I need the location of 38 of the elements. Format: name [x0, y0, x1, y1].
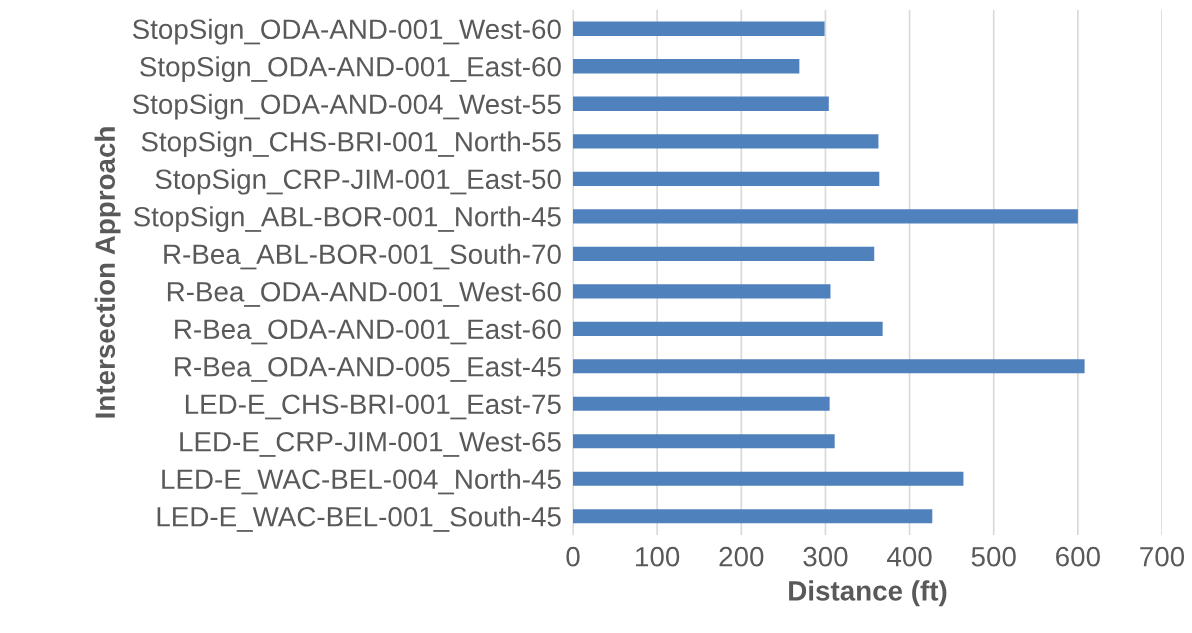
bar: [573, 171, 880, 186]
x-tick-label: 0: [566, 546, 580, 567]
y-tick-label: R-Bea_ODA-AND-001_East-60: [175, 319, 561, 345]
bar: [573, 246, 875, 261]
x-tick-label: 200: [719, 546, 764, 567]
bar: [573, 396, 830, 411]
bar: [573, 21, 825, 36]
bar: [573, 509, 933, 524]
x-tick-label: 300: [803, 546, 848, 567]
bar: [573, 471, 964, 486]
y-tick-label: StopSign_ODA-AND-004_West-55: [132, 93, 561, 120]
y-tick-label: LED-E_WAC-BEL-001_South-45: [157, 506, 561, 532]
y-tick-label: LED-E_CRP-JIM-001_West-65: [180, 431, 561, 457]
bar: [573, 321, 883, 336]
y-tick-label: LED-E_WAC-BEL-004_North-45: [162, 468, 561, 495]
x-tick-label: 400: [887, 546, 932, 567]
x-axis-title: Distance (ft): [789, 580, 947, 607]
bar: [573, 134, 879, 149]
y-tick-label: R-Bea_ODA-AND-001_West-60: [167, 281, 561, 307]
x-tick-label: 700: [1140, 546, 1185, 567]
y-tick-label: R-Bea_ABL-BOR-001_South-70: [164, 243, 561, 270]
bar: [573, 434, 835, 449]
bar: [573, 209, 1078, 224]
x-tick-label: 600: [1056, 546, 1100, 567]
bar: [573, 59, 800, 74]
x-tick-label: 100: [636, 546, 680, 567]
bar: [573, 284, 831, 299]
y-axis-title: Intersection Approach: [94, 127, 121, 418]
y-tick-label: StopSign_CRP-JIM-001_East-50: [155, 168, 561, 195]
bar: [573, 359, 1085, 374]
x-tick-label: 500: [971, 546, 1016, 567]
y-tick-label: StopSign_ODA-AND-001_West-60: [132, 18, 561, 45]
y-tick-label: StopSign_CHS-BRI-001_North-55: [141, 131, 561, 158]
y-tick-label: LED-E_CHS-BRI-001_East-75: [185, 394, 561, 420]
y-tick-label: StopSign_ABL-BOR-001_North-45: [133, 206, 561, 233]
y-tick-label: R-Bea_ODA-AND-005_East-45: [175, 356, 561, 382]
y-tick-label: StopSign_ODA-AND-001_East-60: [140, 56, 561, 83]
bar: [573, 96, 829, 111]
